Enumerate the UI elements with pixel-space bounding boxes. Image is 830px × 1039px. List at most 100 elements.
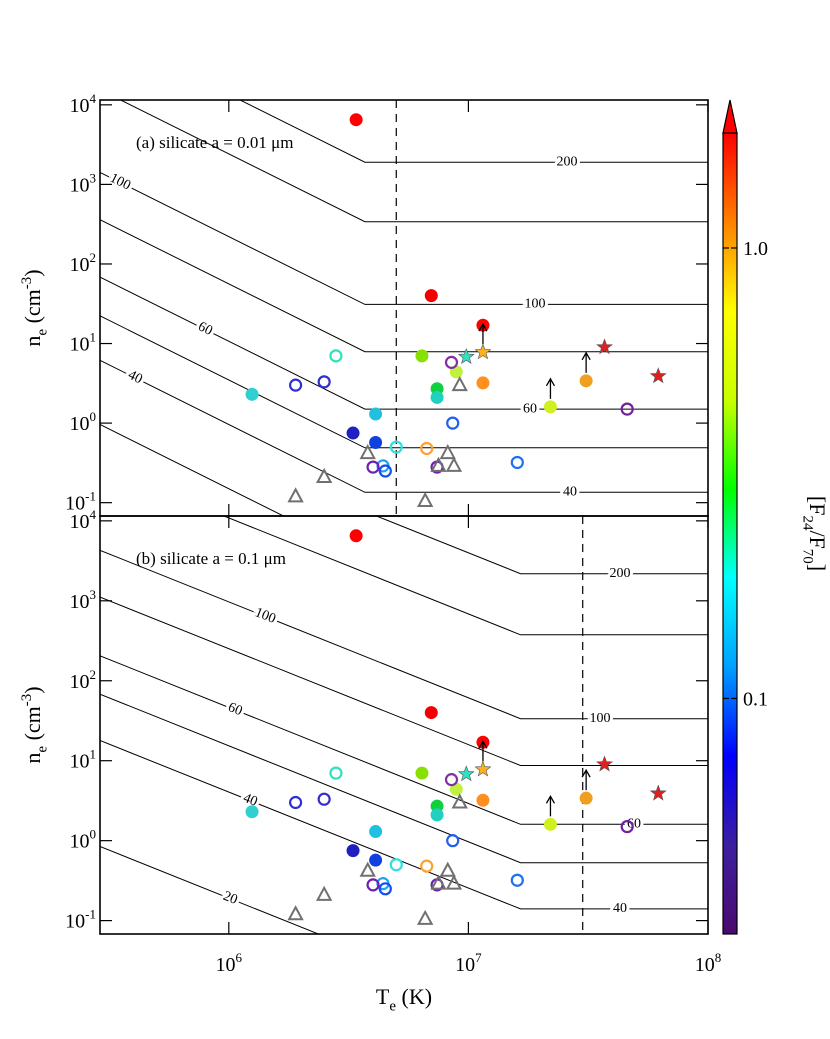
line-label: 100 <box>590 711 611 726</box>
filled-circle <box>369 853 383 867</box>
filled-circle <box>579 374 593 388</box>
filled-circle <box>415 349 429 363</box>
y-tick-label: 101 <box>70 330 97 356</box>
lower-limit-arrow <box>545 377 556 399</box>
lower-limit-arrow <box>581 768 591 791</box>
colorbar-tick-label: 0.1 <box>743 688 768 710</box>
colorbar-label-part: /F <box>805 530 830 548</box>
y-tick-label: 104 <box>70 91 97 117</box>
model-line <box>100 424 285 516</box>
filled-circle <box>346 426 360 440</box>
colorbar-label: [F24/F70] <box>799 496 830 571</box>
tick-base: 10 <box>70 413 90 435</box>
x-axis-label-part: (K) <box>396 984 432 1009</box>
model-line <box>375 516 708 575</box>
tick-exp: 7 <box>475 950 482 965</box>
triangle <box>359 861 376 877</box>
star <box>649 367 667 384</box>
x-tick-label: 108 <box>695 950 722 976</box>
filled-circle <box>543 817 557 831</box>
open-circle <box>510 455 524 470</box>
open-circle <box>510 873 524 887</box>
triangle <box>416 909 434 925</box>
y-axis-label-part: ) <box>20 269 45 276</box>
open-circle <box>366 878 380 892</box>
y-tick-label: 100 <box>70 827 97 853</box>
triangle <box>315 467 333 484</box>
open-circle <box>444 355 459 369</box>
tick-exp: 0 <box>90 409 97 424</box>
panel-title: (a) silicate a = 0.01 μm <box>136 133 293 152</box>
model-line <box>119 100 708 223</box>
filled-circle <box>349 529 363 543</box>
triangle <box>439 861 456 877</box>
x-axis-label: Te (K) <box>376 984 432 1015</box>
tick-exp: 3 <box>90 170 97 185</box>
panel-title: (b) silicate a = 0.1 μm <box>136 549 286 568</box>
line-label: 200 <box>610 566 631 581</box>
tick-exp: 2 <box>90 250 97 265</box>
filled-circle <box>424 706 438 720</box>
open-circle <box>378 464 392 478</box>
star <box>457 348 475 364</box>
triangle <box>430 874 447 890</box>
lower-limit-arrow <box>545 795 556 817</box>
arrow-head <box>478 740 488 749</box>
tick-exp: 1 <box>90 330 97 345</box>
triangle <box>359 443 376 460</box>
triangle <box>445 874 463 890</box>
triangle <box>416 491 434 507</box>
filled-circle <box>245 805 259 819</box>
arrow-head <box>478 322 488 332</box>
open-circle <box>389 440 403 454</box>
y-axis-label-part: e <box>35 329 51 336</box>
colorbar-label-part: ] <box>805 564 830 571</box>
y-tick-label: 10-1 <box>65 907 96 933</box>
tick-exp: 2 <box>90 667 97 682</box>
y-axis-label-part: -3 <box>19 694 35 706</box>
open-circle <box>329 349 343 363</box>
triangle <box>287 905 304 921</box>
model-line <box>100 276 708 410</box>
x-axis-label-part: T <box>376 984 390 1009</box>
open-circle <box>620 402 634 416</box>
tick-exp: 6 <box>236 950 243 965</box>
open-circle <box>366 460 380 474</box>
triangle <box>451 793 468 809</box>
y-axis-label-part: (cm <box>20 289 45 329</box>
model-line <box>100 315 708 449</box>
model-line <box>100 359 708 493</box>
line-label: 60 <box>523 401 537 416</box>
tick-exp: 3 <box>90 587 97 602</box>
x-tick-label: 106 <box>216 950 243 976</box>
x-axis-label-part: e <box>389 999 396 1015</box>
open-circle <box>389 858 403 872</box>
triangle <box>439 443 456 460</box>
filled-circle <box>430 390 444 404</box>
line-label: 200 <box>557 154 578 169</box>
star <box>474 760 492 777</box>
star <box>596 338 614 355</box>
open-circle <box>329 766 343 780</box>
colorbar-label-part: 70 <box>799 549 815 564</box>
model-line <box>100 846 320 934</box>
line-label: 20 <box>221 889 240 908</box>
tick-exp: 1 <box>90 747 97 762</box>
y-tick-label: 104 <box>70 507 97 533</box>
model-line <box>100 171 708 305</box>
tick-base: 10 <box>70 671 90 693</box>
y-tick-label: 103 <box>70 587 97 613</box>
lower-limit-arrow <box>478 322 488 345</box>
filled-circle <box>245 387 259 401</box>
tick-base: 10 <box>65 911 85 933</box>
y-axis-label-part: -3 <box>19 277 35 289</box>
line-label: 100 <box>525 297 546 312</box>
line-label: 100 <box>253 605 278 627</box>
lower-limit-arrow <box>581 351 591 373</box>
model-line <box>222 516 708 636</box>
y-tick-label: 101 <box>70 747 97 773</box>
filled-circle <box>543 400 557 414</box>
open-circle <box>446 416 460 430</box>
y-axis-label-part: (cm <box>20 706 45 746</box>
tick-base: 10 <box>70 95 90 117</box>
